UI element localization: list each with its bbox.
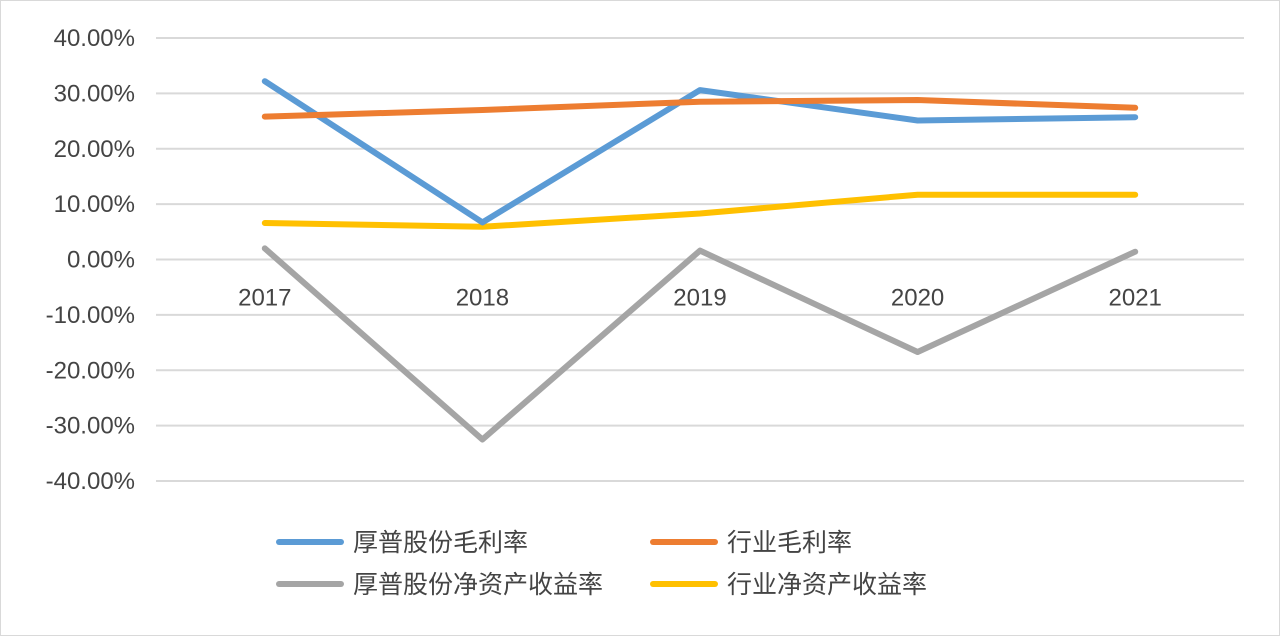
series-line-0 — [261, 78, 1139, 226]
x-axis-tick-labels: 2017 2018 2019 2020 2021 — [238, 285, 1162, 312]
series-line-1 — [261, 97, 1139, 120]
series-line-3 — [261, 191, 1139, 230]
legend-label-1: 行业毛利率 — [727, 528, 852, 557]
legend-label-3: 行业净资产收益率 — [727, 570, 927, 599]
y-tick-label: 0.00% — [67, 247, 135, 274]
y-axis-tick-labels: 40.00% 30.00% 20.00% 10.00% 0.00% -10.00% -20.… — [46, 25, 135, 495]
y-tick-label: -10.00% — [46, 302, 135, 329]
y-tick-label: 10.00% — [54, 191, 135, 218]
y-tick-label: 20.00% — [54, 136, 135, 163]
y-tick-label: 30.00% — [54, 80, 135, 107]
x-tick-label: 2017 — [238, 285, 291, 312]
x-tick-label: 2019 — [673, 285, 726, 312]
series-line-2 — [261, 245, 1139, 443]
x-tick-label: 2018 — [456, 285, 509, 312]
legend-label-0: 厚普股份毛利率 — [353, 528, 528, 557]
y-tick-label: -40.00% — [46, 468, 135, 495]
y-tick-label: -20.00% — [46, 357, 135, 384]
series-lines — [261, 78, 1139, 443]
y-tick-label: 40.00% — [54, 25, 135, 52]
legend-label-2: 厚普股份净资产收益率 — [353, 570, 603, 599]
y-tick-label: -30.00% — [46, 413, 135, 440]
x-tick-label: 2021 — [1109, 285, 1162, 312]
x-tick-label: 2020 — [891, 285, 944, 312]
